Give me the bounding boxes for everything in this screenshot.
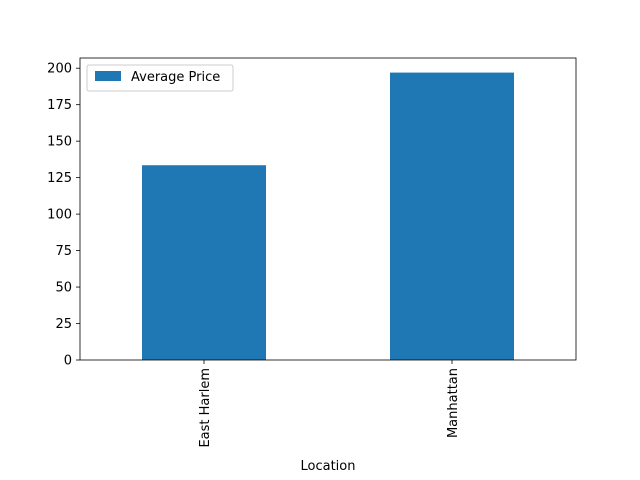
y-tick-label: 100 bbox=[47, 208, 72, 223]
y-tick-label: 175 bbox=[47, 98, 72, 113]
y-tick-label: 125 bbox=[47, 171, 72, 186]
legend: Average Price bbox=[86, 64, 234, 92]
x-axis: East Harlem Manhattan bbox=[198, 360, 461, 448]
y-tick-label: 200 bbox=[47, 62, 72, 77]
plot-frame bbox=[79, 57, 577, 361]
x-tick-label: East Harlem bbox=[198, 368, 213, 448]
y-tick-label: 50 bbox=[55, 281, 72, 296]
y-tick-label: 75 bbox=[55, 244, 72, 259]
y-tick-label: 25 bbox=[55, 317, 72, 332]
x-tick-label: Manhattan bbox=[446, 368, 461, 438]
legend-box bbox=[86, 64, 234, 92]
bar bbox=[142, 165, 266, 360]
bars-group bbox=[142, 72, 514, 361]
y-tick-label: 150 bbox=[47, 135, 72, 150]
x-axis-label: Location bbox=[301, 459, 356, 474]
legend-label: Average Price bbox=[131, 70, 220, 85]
legend-swatch bbox=[95, 71, 121, 81]
y-tick-label: 0 bbox=[64, 354, 72, 369]
y-axis: 0 25 50 75 100 125 150 175 200 bbox=[47, 62, 80, 369]
bar bbox=[390, 72, 514, 361]
